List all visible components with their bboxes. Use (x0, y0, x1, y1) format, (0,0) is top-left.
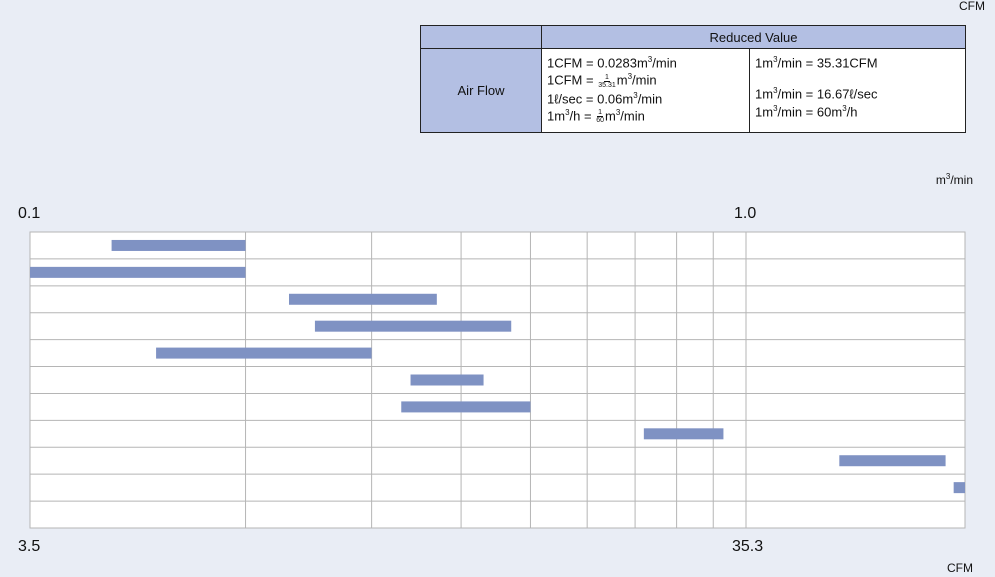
table-header-blank (420, 25, 542, 49)
conv-line-3: 1ℓ/sec = 0.06m3/min (547, 90, 663, 107)
conv-line-5: 1m3/min = 35.31CFM (755, 55, 878, 71)
unit-label-m3min: m3/min (935, 172, 973, 187)
bottom-tick-35-3: 35.3 (732, 538, 764, 555)
range-bar (288, 293, 437, 305)
range-bar (410, 374, 484, 386)
table-left-cell: 1CFM = 0.0283m3/min 1CFM = 1 35.31 m3/min … (541, 48, 750, 133)
unit-label-top-right: CFM (959, 0, 985, 13)
table-right-cell: 1m3/min = 35.31CFM 1m3/min = 16.67ℓ/sec … (749, 48, 966, 133)
conv-line-2: 1CFM = 1 35.31 m3/min (547, 72, 657, 89)
top-tick-0-1: 0.1 (18, 205, 41, 222)
top-tick-1-0: 1.0 (734, 205, 757, 222)
table-row-label: Air Flow (420, 48, 542, 133)
plot-area (29, 231, 966, 529)
conv-line-4: 1m3/h = 1 60 m3/min (547, 108, 645, 125)
range-bar (314, 320, 512, 332)
bottom-tick-3-5: 3.5 (18, 538, 41, 555)
conv-line-6: 1m3/min = 16.67ℓ/sec (755, 86, 878, 102)
range-bar (111, 239, 246, 251)
range-bar (30, 266, 246, 278)
conv-line-1: 1CFM = 0.0283m3/min (547, 55, 677, 71)
conv-line-7: 1m3/min = 60m3/h (755, 103, 858, 119)
range-bar (643, 428, 724, 440)
range-bar (839, 455, 946, 467)
conversion-table: Reduced Value Air Flow 1CFM = 0.0283m3/m… (420, 25, 966, 133)
range-bar (401, 401, 531, 413)
range-bar (953, 482, 965, 494)
unit-label-cfm-bottom: CFM (947, 561, 973, 575)
range-bar (156, 347, 372, 359)
